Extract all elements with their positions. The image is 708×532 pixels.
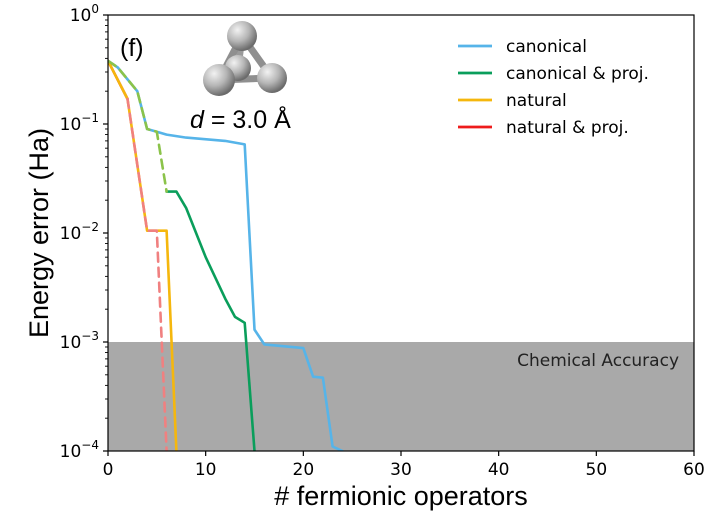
chemical-accuracy-band [108, 342, 694, 451]
series-line-1 [165, 190, 256, 451]
y-axis-title: Energy error (Ha) [24, 128, 54, 338]
series-line-2 [108, 59, 178, 451]
y-tick-label: 10−3 [60, 329, 99, 353]
legend: canonical canonical & proj. natural natural… [458, 37, 649, 138]
distance-variable: d [190, 106, 205, 134]
legend-label: canonical & proj. [506, 64, 649, 84]
y-tick-label: 10−4 [60, 438, 99, 462]
panel-label: (f) [120, 34, 144, 62]
y-tick-label: 10−1 [60, 111, 99, 135]
atom-left [203, 64, 235, 96]
x-axis-title: # fermionic operators [274, 481, 528, 511]
y-tick-label: 10−2 [60, 220, 99, 244]
x-tick-label: 60 [683, 460, 705, 480]
x-tick-label: 40 [488, 460, 510, 480]
x-tick-label: 30 [390, 460, 412, 480]
atom-right [257, 63, 287, 93]
x-tick-label: 50 [586, 460, 608, 480]
series-line-5-dashed [108, 59, 168, 193]
distance-value: = 3.0 Å [204, 104, 291, 134]
x-tick-label: 20 [293, 460, 315, 480]
legend-label: canonical [506, 37, 587, 57]
legend-label: natural & proj. [506, 118, 629, 138]
tick-layer: 0 10 20 30 40 50 60 10−4 10−3 10−2 10−1 100 [60, 2, 705, 480]
distance-label: d = 3.0 Å [190, 104, 291, 134]
series-layer [108, 59, 344, 451]
molecule-illustration [203, 21, 287, 96]
y-tick-label: 100 [70, 2, 99, 26]
atom-top [227, 21, 257, 51]
series-line-4-dashed [126, 97, 168, 451]
legend-label: natural [506, 91, 567, 111]
chemical-accuracy-label: Chemical Accuracy [517, 351, 679, 371]
x-tick-label: 10 [195, 460, 217, 480]
x-tick-label: 0 [103, 460, 114, 480]
